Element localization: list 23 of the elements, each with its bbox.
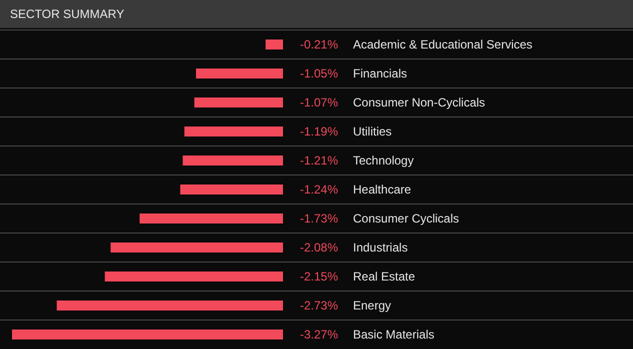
- data-label: -2.73%: [300, 298, 338, 312]
- y-tick-label: Technology: [353, 154, 414, 168]
- data-label: -2.08%: [300, 240, 338, 254]
- data-label: -1.21%: [300, 154, 338, 168]
- data-label: -1.05%: [300, 66, 338, 80]
- y-tick-label: Industrials: [353, 240, 408, 254]
- y-tick-label: Energy: [353, 298, 392, 312]
- y-tick-label: Real Estate: [353, 270, 416, 284]
- y-tick-label: Basic Materials: [353, 328, 434, 342]
- data-label: -3.27%: [300, 328, 338, 342]
- data-label: -1.07%: [300, 96, 338, 110]
- y-tick-label: Consumer Non-Cyclicals: [353, 96, 486, 110]
- y-tick-label: Academic & Educational Services: [353, 38, 532, 52]
- data-label: -1.19%: [300, 124, 338, 138]
- chart-title: SECTOR SUMMARY: [10, 7, 124, 21]
- y-tick-label: Consumer Cyclicals: [353, 212, 460, 226]
- data-label: -0.21%: [300, 38, 338, 52]
- data-label: -1.24%: [300, 182, 338, 196]
- y-tick-label: Utilities: [353, 124, 392, 138]
- y-tick-label: Financials: [353, 66, 408, 80]
- data-label: -1.73%: [300, 212, 338, 226]
- y-tick-label: Healthcare: [353, 182, 412, 196]
- data-label: -2.15%: [300, 270, 338, 284]
